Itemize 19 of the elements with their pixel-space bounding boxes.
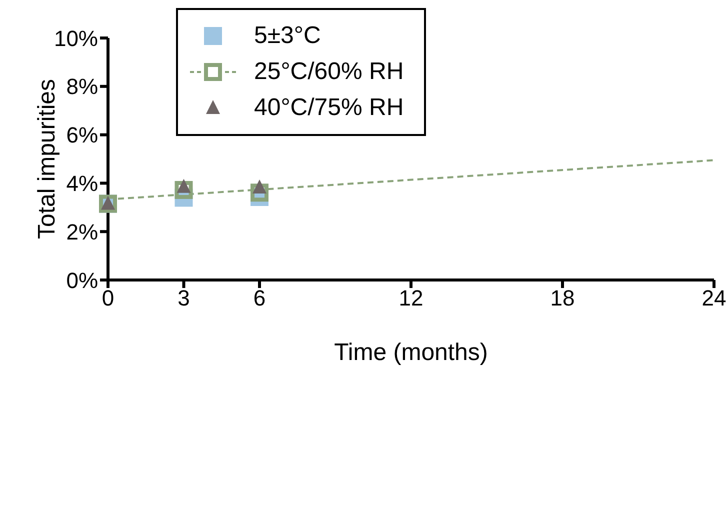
x-axis-title: Time (months) [334,339,488,366]
point [250,184,268,202]
point [174,180,193,199]
legend-label: 25°C/60% RH [254,58,404,86]
x-tick-label: 24 [702,286,726,311]
y-tick-label: 2% [66,219,98,244]
y-axis-title: Total impurities [34,78,61,240]
y-tick-label: 8% [66,74,98,100]
x-tick-label: 12 [398,286,424,311]
legend-label: 5±3°C [254,22,321,50]
y-tick-label: 6% [66,122,98,148]
x-tick-label: 0 [102,286,114,311]
x-tick-label: 3 [178,286,190,311]
y-tick-label: 10% [54,26,98,51]
x-tick-label: 18 [550,286,575,311]
y-tick-label: 0% [66,268,98,293]
legend-label: 40°C/75% RH [254,94,404,122]
x-tick-label: 6 [253,286,266,311]
y-tick-label: 4% [66,171,98,196]
